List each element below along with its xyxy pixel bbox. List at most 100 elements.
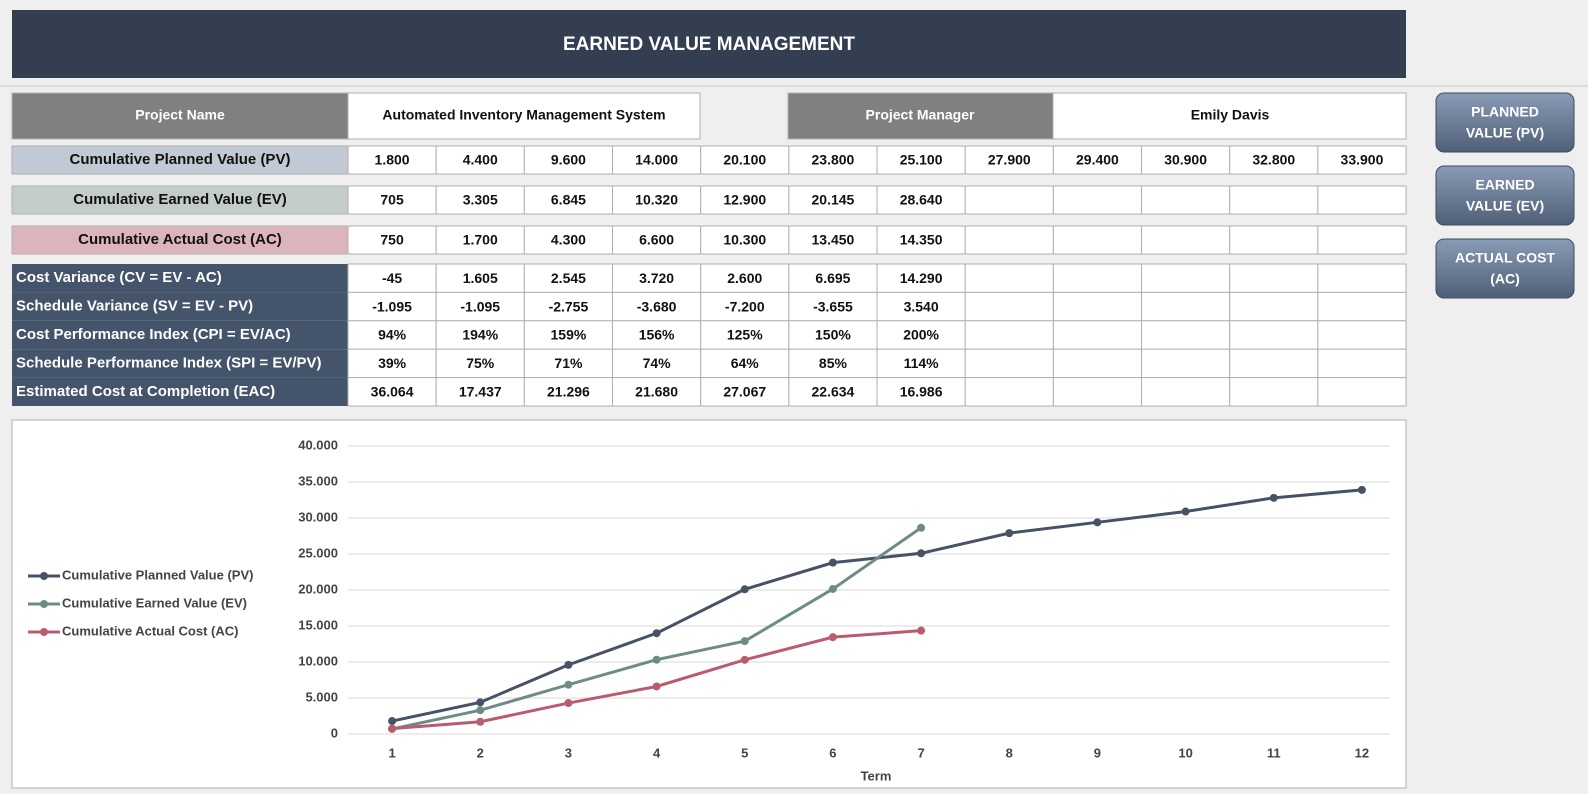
data-point (1357, 485, 1366, 494)
data-point (1093, 518, 1102, 527)
cell-value: 25.100 (900, 152, 943, 168)
cell (1141, 225, 1231, 255)
metric-label: Cost Performance Index (CPI = EV/AC) (16, 326, 291, 343)
cell (876, 263, 966, 293)
cell-value: 14.290 (900, 270, 943, 286)
cell-value: 1.700 (463, 232, 498, 248)
cell (788, 348, 878, 379)
cell-value: 10.300 (723, 232, 766, 248)
cell (347, 185, 437, 215)
cell (1052, 145, 1143, 175)
cell (1229, 291, 1319, 322)
label: Project Manager (866, 107, 975, 123)
legend-marker (40, 572, 48, 580)
cell (964, 320, 1054, 350)
button-label[interactable]: EARNED (1475, 177, 1534, 193)
cell-value: 16.986 (900, 384, 943, 400)
cell-value: 30.900 (1164, 152, 1207, 168)
data-point (388, 724, 397, 733)
button[interactable] (1435, 238, 1575, 299)
cell (612, 263, 702, 293)
legend-label: Cumulative Actual Cost (AC) (62, 623, 238, 638)
cell-value: 705 (380, 192, 404, 208)
cell-value: 94% (378, 327, 407, 343)
cell (876, 291, 966, 322)
cell-value: 4.400 (463, 152, 498, 168)
metric-label: Schedule Performance Index (SPI = EV/PV) (16, 354, 322, 371)
data-point (652, 655, 661, 664)
cell (1317, 145, 1407, 175)
x-tick-label: 1 (388, 745, 395, 760)
data-point (917, 523, 926, 532)
x-tick-label: 12 (1355, 745, 1369, 760)
x-tick-label: 7 (917, 745, 924, 760)
y-tick-label: 0 (331, 725, 338, 740)
cell-value: 74% (643, 355, 672, 371)
y-tick-label: 30.000 (298, 509, 338, 524)
cell (1052, 377, 1143, 407)
row-label-cell (11, 225, 349, 255)
cell (523, 225, 614, 255)
data-point (740, 637, 749, 646)
cell (788, 225, 878, 255)
cell-value: -1.095 (372, 298, 412, 314)
label-cell (11, 92, 349, 140)
cell (1141, 263, 1231, 293)
button-label[interactable]: ACTUAL COST (1455, 250, 1556, 266)
cell (964, 225, 1054, 255)
data-point (740, 655, 749, 664)
legend-marker (40, 628, 48, 636)
cell (1317, 348, 1407, 379)
value-cell (347, 92, 701, 140)
cell-value: 750 (380, 232, 404, 248)
label: Project Name (135, 107, 225, 123)
legend-marker (40, 600, 48, 608)
project-manager: Emily Davis (1191, 107, 1270, 123)
metric-label-cell (12, 377, 348, 406)
cell-value: 20.145 (812, 192, 855, 208)
cell (1317, 225, 1407, 255)
data-point (564, 680, 573, 689)
cell (1141, 291, 1231, 322)
data-point (828, 558, 837, 567)
cell (1141, 185, 1231, 215)
metric-label-cell (12, 292, 348, 321)
cell-value: -3.655 (813, 298, 853, 314)
button-label[interactable]: VALUE (PV) (1466, 125, 1544, 141)
cell-value: 27.900 (988, 152, 1031, 168)
cell-value: 10.320 (635, 192, 678, 208)
cell (612, 320, 702, 350)
cell (435, 185, 525, 215)
legend-label: Cumulative Planned Value (PV) (62, 567, 253, 582)
cell (1229, 263, 1319, 293)
metric-label-cell (12, 349, 348, 378)
cell-value: 2.545 (551, 270, 586, 286)
header-bar (12, 10, 1406, 78)
button-label[interactable]: VALUE (EV) (1466, 198, 1544, 214)
button[interactable] (1435, 165, 1575, 226)
button[interactable] (1435, 92, 1575, 153)
cell (1052, 348, 1143, 379)
cell-value: 32.800 (1252, 152, 1295, 168)
cell (347, 348, 437, 379)
cell-value: 3.305 (463, 192, 498, 208)
cell-value: 150% (815, 327, 851, 343)
y-tick-label: 15.000 (298, 617, 338, 632)
cell (1229, 185, 1319, 215)
button-label[interactable]: (AC) (1490, 271, 1520, 287)
cell (876, 185, 966, 215)
label-cell (787, 92, 1054, 140)
cell (1229, 320, 1319, 350)
x-tick-label: 3 (565, 745, 572, 760)
button-label[interactable]: PLANNED (1471, 104, 1539, 120)
cell-value: 3.540 (904, 298, 939, 314)
cell (700, 291, 790, 322)
data-point (917, 626, 926, 635)
x-tick-label: 6 (829, 745, 836, 760)
cell (700, 377, 790, 407)
data-point (828, 633, 837, 642)
cell (612, 377, 702, 407)
cell (964, 377, 1054, 407)
data-point (476, 717, 485, 726)
